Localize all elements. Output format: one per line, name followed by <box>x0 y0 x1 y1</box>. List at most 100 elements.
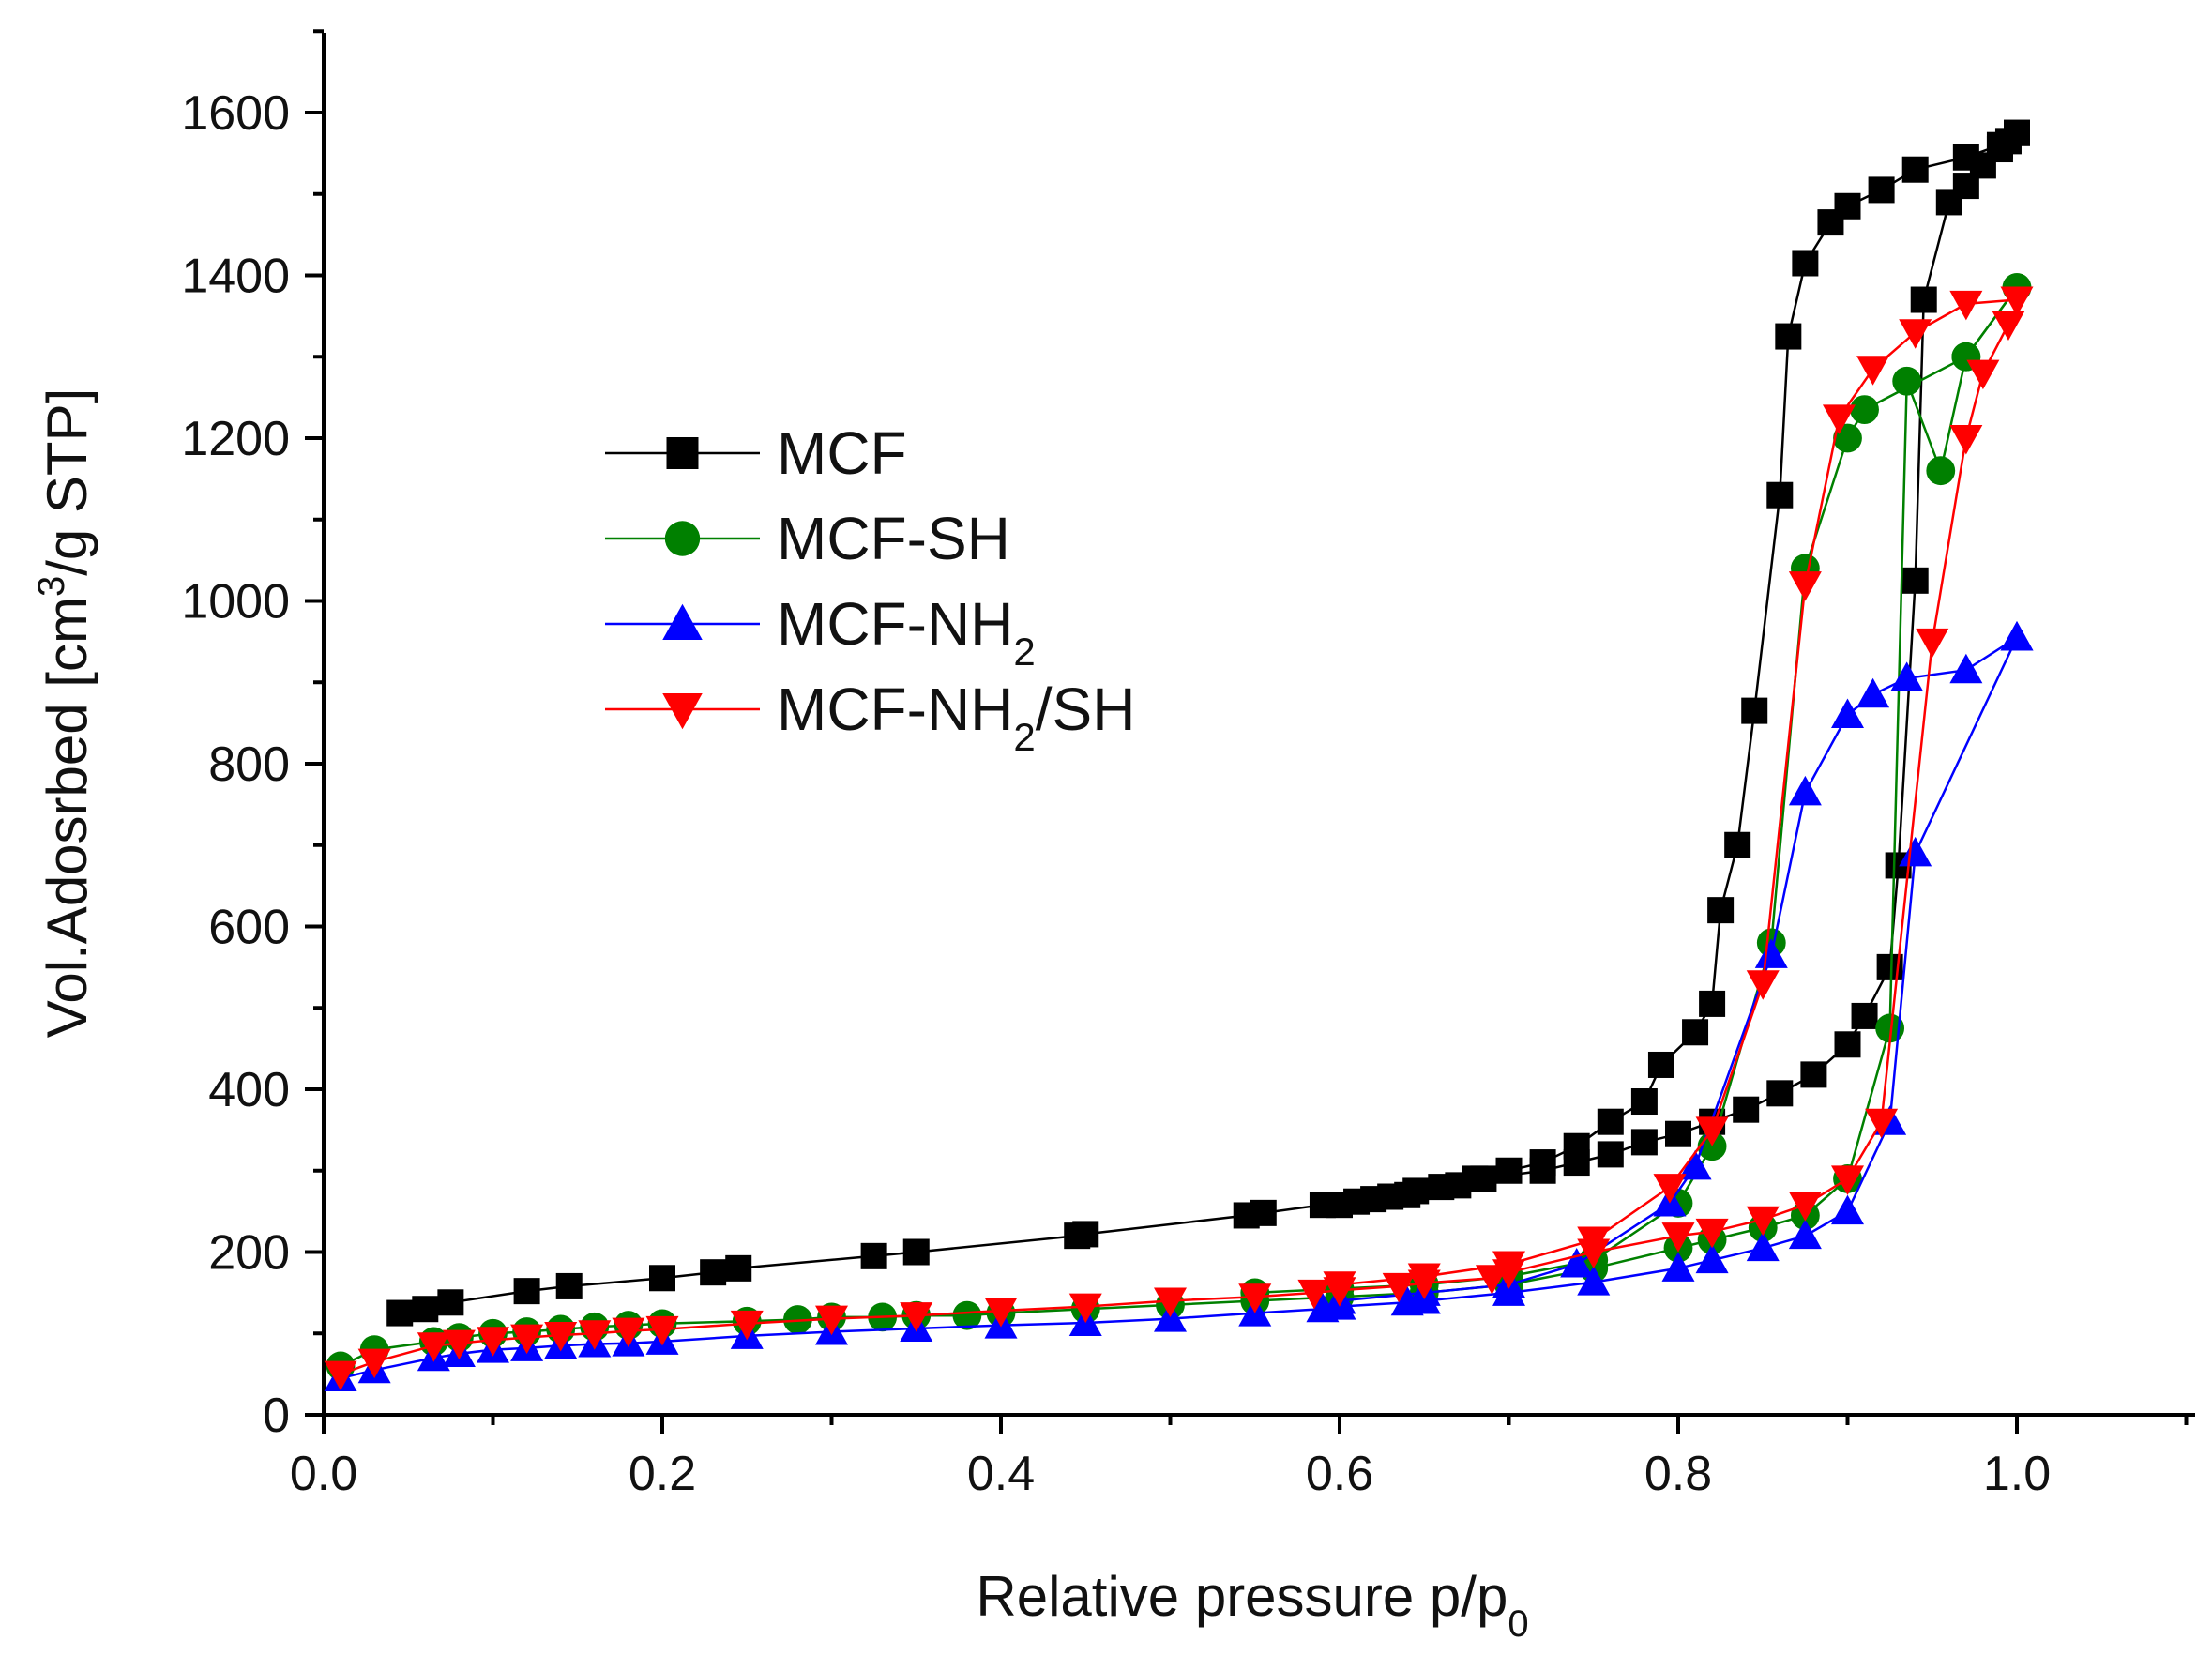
y-tick-label: 1400 <box>181 250 290 304</box>
data-point <box>1733 1096 1760 1123</box>
data-point <box>725 1254 752 1282</box>
data-point <box>612 1317 645 1348</box>
data-point <box>1072 1221 1099 1248</box>
series-line-adsorption <box>340 286 2019 1368</box>
data-point <box>324 1360 357 1391</box>
data-point <box>1834 1031 1861 1058</box>
data-point <box>513 1278 540 1305</box>
data-point <box>1326 1192 1353 1219</box>
data-point <box>1901 156 1929 183</box>
data-point <box>1495 1157 1523 1184</box>
data-point <box>1754 938 1788 968</box>
data-point <box>1788 1192 1822 1222</box>
legend-label: MCF <box>777 419 907 487</box>
legend-item: MCF-NH2 <box>605 590 1036 674</box>
data-point <box>1154 1287 1187 1318</box>
data-point <box>510 1324 544 1355</box>
data-point <box>1901 567 1929 594</box>
series-3 <box>324 286 2034 1391</box>
data-point <box>1792 250 1819 277</box>
data-point <box>1992 311 2025 342</box>
data-point <box>1856 677 1890 708</box>
x-axis-title: Relative pressure p/p0 <box>976 1565 1528 1645</box>
data-point <box>357 1348 391 1379</box>
data-point <box>1746 970 1780 1000</box>
data-point <box>1817 209 1844 236</box>
legend-item: MCF-SH <box>605 505 1010 572</box>
series-layer <box>324 119 2034 1391</box>
y-tick-label: 400 <box>208 1063 290 1117</box>
data-point <box>1695 1243 1729 1274</box>
data-point <box>1560 1248 1594 1278</box>
data-point <box>1250 1199 1277 1226</box>
data-point <box>1707 897 1735 924</box>
data-point <box>815 1305 848 1336</box>
legend-label: MCF-NH2/SH <box>777 676 1135 759</box>
data-point <box>1462 1165 1489 1192</box>
y-tick-label: 1600 <box>181 86 290 141</box>
data-point <box>2000 621 2034 651</box>
data-point <box>1678 1149 1712 1180</box>
x-tick-label: 0.4 <box>967 1447 1035 1501</box>
data-point <box>1831 1194 1864 1225</box>
x-tick-label: 0.2 <box>629 1447 696 1501</box>
data-point <box>1868 176 1895 204</box>
data-point <box>1238 1283 1272 1313</box>
data-point <box>1597 1141 1624 1168</box>
data-point <box>1892 366 1922 396</box>
data-point <box>645 1315 679 1346</box>
data-point <box>1563 1132 1590 1160</box>
data-point <box>1394 1181 1421 1208</box>
data-point <box>1949 653 1983 684</box>
series-0 <box>386 119 2030 1327</box>
data-point <box>1630 1129 1658 1156</box>
data-point <box>1800 1061 1827 1088</box>
y-axis-title-post: /g STP] <box>36 388 98 576</box>
legend-marker <box>662 693 703 730</box>
data-point <box>1695 1218 1729 1249</box>
data-point <box>1851 1002 1878 1029</box>
data-point <box>1949 290 1983 321</box>
data-point <box>730 1310 764 1341</box>
data-point <box>2000 286 2034 317</box>
data-point <box>1529 1149 1556 1177</box>
data-point <box>1630 1088 1658 1116</box>
data-point <box>1775 323 1802 350</box>
data-point <box>1856 356 1890 386</box>
series-line-adsorption <box>399 131 2018 1314</box>
legend-label: MCF-NH2 <box>777 590 1036 674</box>
y-axis-title-pre: Vol.Adosrbed [cm <box>36 597 98 1038</box>
y-axis-title-sup: 3 <box>31 576 72 597</box>
x-axis-title-base: Relative pressure p/p <box>976 1565 1507 1628</box>
data-point <box>1647 1051 1674 1078</box>
data-point <box>442 1329 476 1360</box>
data-point <box>1661 1222 1695 1252</box>
data-point <box>1952 144 1979 171</box>
data-point <box>1822 404 1856 434</box>
data-point <box>578 1320 612 1350</box>
series-line-adsorption <box>340 636 2019 1380</box>
data-point <box>1382 1272 1416 1303</box>
data-point <box>1577 1226 1611 1256</box>
data-point <box>1788 775 1822 806</box>
y-tick-label: 200 <box>208 1226 290 1281</box>
data-point <box>386 1299 414 1327</box>
y-tick-label: 800 <box>208 737 290 792</box>
data-point <box>902 1238 930 1266</box>
x-tick-label: 1.0 <box>1983 1447 2051 1501</box>
ticks: 0.0 0.2 0.4 0.6 0.8 1.0 0 200 400 600 800 1000 1200 1… <box>181 29 2189 1501</box>
data-point <box>1597 1108 1624 1135</box>
data-point <box>1682 1019 1709 1046</box>
data-point <box>1323 1271 1356 1301</box>
data-point <box>649 1265 675 1292</box>
series-line-adsorption <box>340 323 2010 1375</box>
legend-item: MCF <box>605 419 907 487</box>
data-point <box>1966 359 2000 390</box>
data-point <box>1665 1120 1691 1147</box>
data-point <box>437 1289 464 1316</box>
data-point <box>1724 831 1751 858</box>
data-point <box>1360 1186 1387 1213</box>
data-point <box>1653 1174 1687 1204</box>
